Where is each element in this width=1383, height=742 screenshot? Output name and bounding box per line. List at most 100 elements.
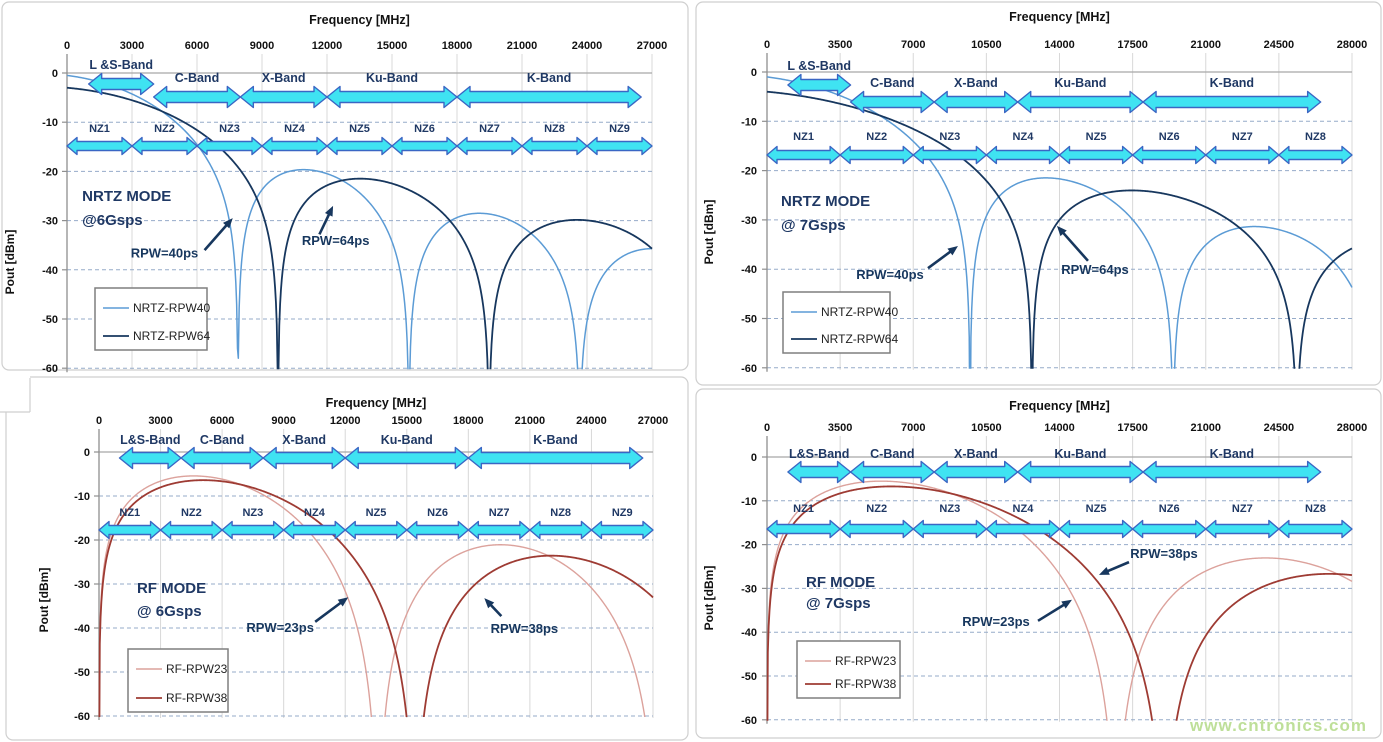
nyquist-zone-label: NZ3 — [939, 503, 960, 515]
band-label: X-Band — [954, 447, 998, 461]
x-tick-label: 24500 — [1264, 39, 1295, 51]
x-tick-label: 0 — [764, 39, 770, 51]
mode-label: @ 7Gsps — [781, 217, 846, 234]
curve-RF-RPW23 — [766, 480, 1353, 721]
nyquist-zone-label: NZ5 — [1086, 503, 1107, 515]
band-label: X-Band — [282, 433, 326, 447]
annotation-text: RPW=40ps — [856, 267, 924, 282]
annotation-arrow — [314, 600, 344, 623]
curves — [66, 74, 653, 370]
band-label: K-Band — [1210, 447, 1254, 461]
nyquist-zone-label: NZ8 — [544, 123, 565, 135]
x-tick-label: 18000 — [442, 40, 473, 52]
panel-notch — [0, 372, 30, 412]
y-tick-label: -60 — [42, 363, 58, 375]
band-label: C-Band — [870, 76, 914, 90]
x-tick-label: 18000 — [453, 415, 484, 427]
annotation-arrow — [203, 222, 230, 251]
y-axis-title: Pout [dBm] — [3, 230, 17, 295]
band-label: L &S-Band — [787, 59, 851, 73]
band-label: K-Band — [527, 71, 571, 85]
band-label: L&S-Band — [789, 447, 849, 461]
band-label: K-Band — [1210, 76, 1254, 90]
y-tick-label: -60 — [741, 715, 757, 727]
x-axis-title: Frequency [MHz] — [309, 13, 410, 27]
curve-NRTZ-RPW64 — [66, 86, 653, 370]
x-tick-label: 3500 — [828, 39, 852, 51]
nyquist-zone-label: NZ3 — [939, 131, 960, 143]
y-tick-label: -60 — [741, 363, 757, 375]
panel-border — [5, 376, 689, 741]
band-label: Ku-Band — [381, 433, 433, 447]
band-label: Ku-Band — [1054, 76, 1106, 90]
x-tick-label: 3000 — [120, 40, 144, 52]
curve-NRTZ-RPW64 — [766, 90, 1353, 369]
annotation-arrowhead — [324, 205, 334, 217]
band-label: Ku-Band — [1054, 447, 1106, 461]
mode-label: RF MODE — [806, 574, 875, 591]
mode-label: NRTZ MODE — [82, 188, 171, 205]
y-tick-label: -60 — [74, 711, 90, 723]
x-tick-label: 21000 — [515, 415, 546, 427]
curve-RF-RPW38 — [98, 479, 654, 717]
nyquist-zone-label: NZ5 — [349, 123, 370, 135]
x-tick-label: 0 — [764, 422, 770, 434]
nyquist-zone-label: NZ2 — [181, 507, 202, 519]
nyquist-zone-label: NZ6 — [1159, 503, 1180, 515]
legend-box — [94, 287, 208, 351]
x-tick-label: 9000 — [250, 40, 274, 52]
y-tick-label: -10 — [42, 117, 58, 129]
annotation-arrow — [318, 211, 332, 235]
band-arrow — [1142, 90, 1322, 114]
x-axis-title: Frequency [MHz] — [1009, 10, 1110, 24]
y-tick-label: -30 — [74, 579, 90, 591]
curves — [766, 480, 1353, 721]
nyquist-zone-label: NZ1 — [793, 503, 814, 515]
annotation-arrow — [1104, 560, 1130, 574]
annotation-arrow — [1060, 230, 1089, 262]
watermark: www.cntronics.com — [1190, 716, 1367, 735]
x-tick-label: 15000 — [377, 40, 408, 52]
x-tick-label: 10500 — [971, 422, 1002, 434]
panel-nrtz-7gsps: 0 -10 -20 -30 -40 -50 -60 Frequency [MHz] 0 3500 7… — [695, 1, 1382, 386]
legend-label: RF-RPW23 — [835, 654, 897, 668]
x-tick-label: 21000 — [507, 40, 538, 52]
y-axis-title: Pout [dBm] — [702, 200, 716, 265]
nyquist-zone-label: NZ7 — [1232, 131, 1253, 143]
band-label: X-Band — [954, 76, 998, 90]
x-tick-label: 7000 — [901, 422, 925, 434]
nyquist-zone-label: NZ9 — [612, 507, 633, 519]
legend-label: RF-RPW38 — [166, 691, 228, 705]
annotation-text: RPW=38ps — [491, 621, 559, 636]
x-tick-label: 28000 — [1337, 422, 1368, 434]
y-tick-label: -40 — [42, 265, 58, 277]
mode-label: @ 6Gsps — [137, 603, 202, 620]
nyquist-zone-label: NZ3 — [219, 123, 240, 135]
panel-nrtz-6gsps: 0 -10 -20 -30 -40 -50 -60 Frequency [MHz] 0 3000 6… — [1, 1, 689, 375]
nyquist-zone-label: NZ4 — [304, 507, 326, 519]
annotation-arrowhead — [1061, 599, 1072, 609]
nyquist-zone-label: NZ4 — [1013, 503, 1035, 515]
nyquist-zone-label: NZ6 — [414, 123, 435, 135]
x-tick-label: 21000 — [1190, 422, 1221, 434]
y-tick-label: 0 — [52, 68, 58, 80]
y-tick-label: -20 — [741, 166, 757, 178]
y-tick-label: -50 — [74, 667, 90, 679]
curve-RF-RPW23 — [98, 475, 646, 717]
x-tick-label: 24000 — [572, 40, 603, 52]
y-tick-label: -50 — [741, 314, 757, 326]
annotation-arrowhead — [947, 246, 958, 256]
x-tick-label: 12000 — [330, 415, 361, 427]
y-tick-label: -30 — [741, 215, 757, 227]
nyquist-zone-arrow — [590, 520, 654, 540]
nyquist-zone-label: NZ8 — [1305, 131, 1326, 143]
y-tick-label: -10 — [74, 491, 90, 503]
annotation-arrowhead — [337, 597, 349, 607]
mode-label: @6Gsps — [82, 212, 142, 229]
x-tick-label: 0 — [96, 415, 102, 427]
annotation-arrowhead — [222, 218, 233, 229]
legend-label: RF-RPW23 — [166, 662, 228, 676]
x-tick-label: 12000 — [312, 40, 343, 52]
